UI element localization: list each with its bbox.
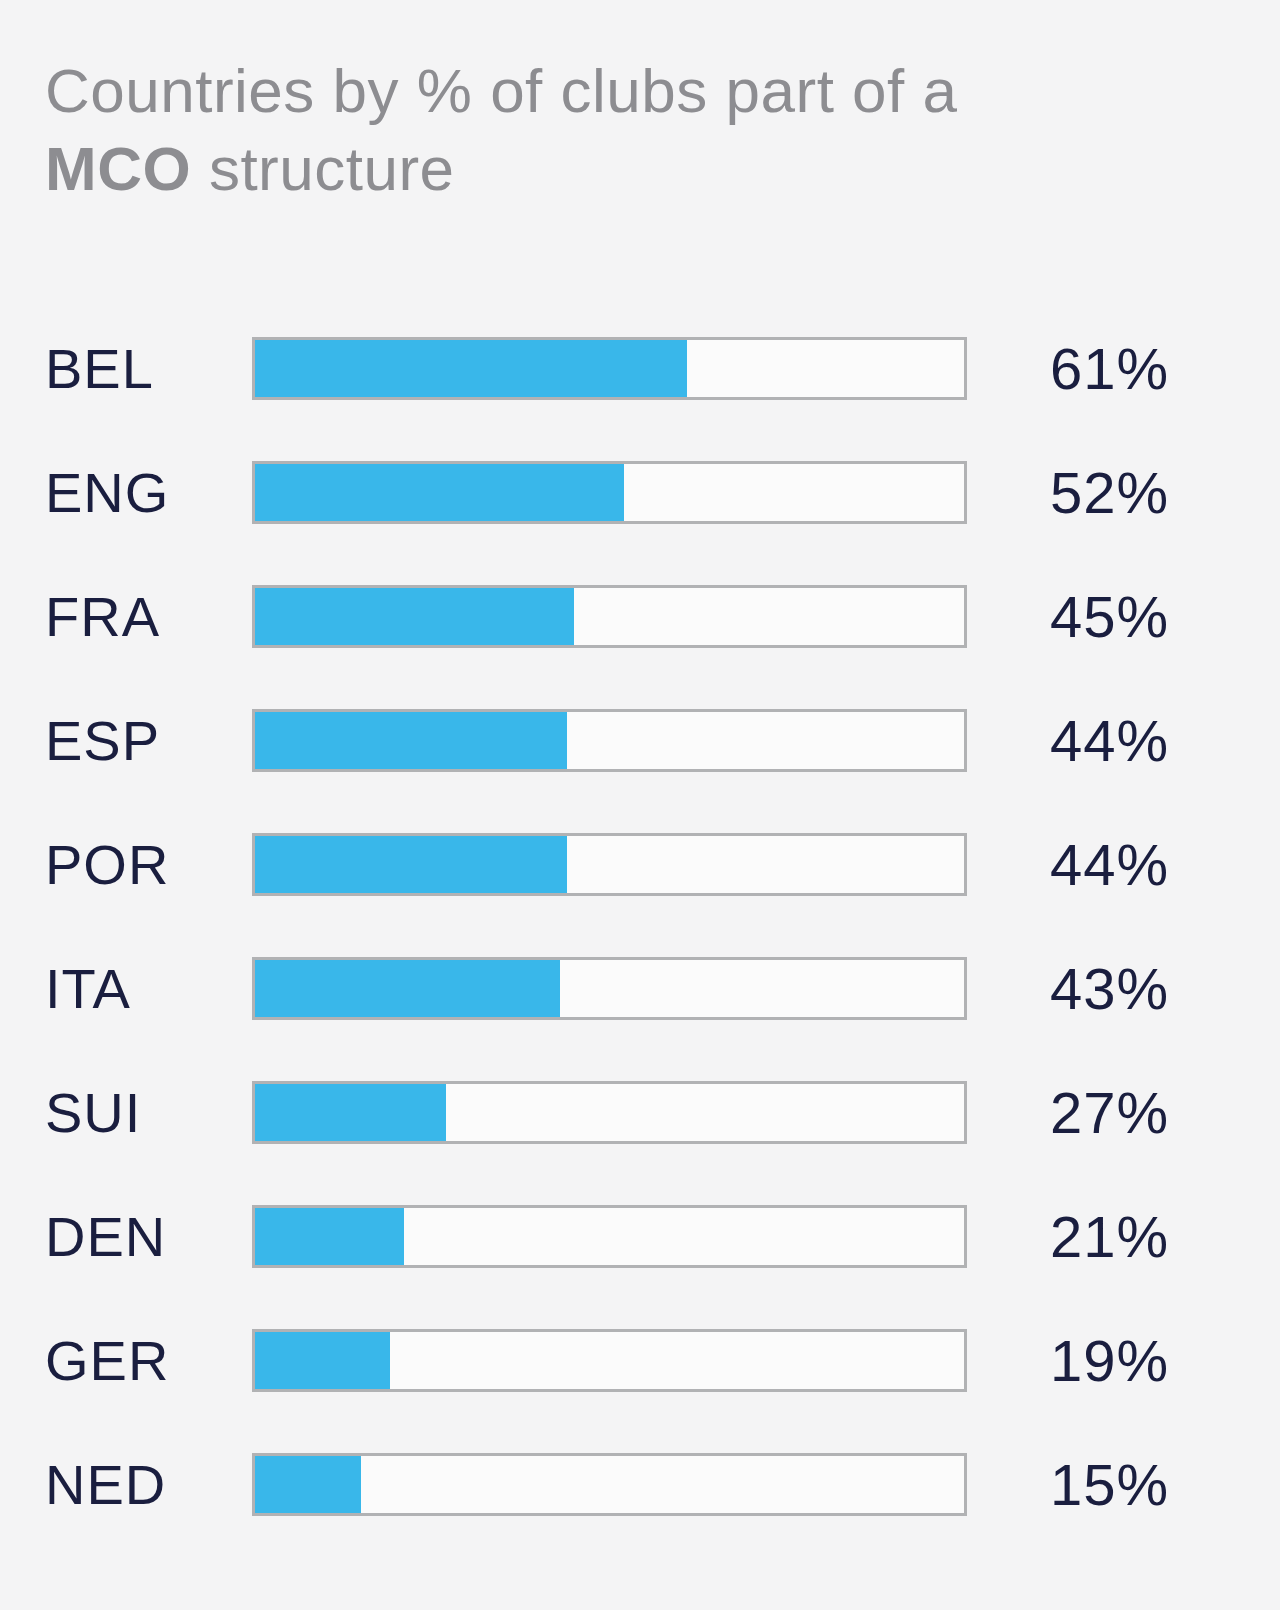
value-label: 27% — [967, 1079, 1169, 1146]
bar-fill — [255, 836, 567, 893]
bar-row: ITA 43% — [45, 957, 1235, 1020]
country-label: ITA — [45, 956, 252, 1021]
chart-title-line2-rest: structure — [191, 134, 454, 203]
value-label: 19% — [967, 1327, 1169, 1394]
bar-row: ESP 44% — [45, 709, 1235, 772]
bar-row: DEN 21% — [45, 1205, 1235, 1268]
bar-fill — [255, 960, 560, 1017]
value-label: 43% — [967, 955, 1169, 1022]
bar-track — [252, 337, 967, 400]
value-label: 45% — [967, 583, 1169, 650]
chart-title-line1: Countries by % of clubs part of a — [45, 56, 958, 125]
bar-track — [252, 709, 967, 772]
country-label: FRA — [45, 584, 252, 649]
country-label: DEN — [45, 1204, 252, 1269]
bar-fill — [255, 1456, 361, 1513]
bar-track — [252, 1453, 967, 1516]
bar-chart: BEL 61% ENG 52% FRA 45% ESP 44% POR 44% — [45, 337, 1235, 1577]
country-label: SUI — [45, 1080, 252, 1145]
bar-fill — [255, 340, 687, 397]
bar-track — [252, 1081, 967, 1144]
value-label: 61% — [967, 335, 1169, 402]
chart-title: Countries by % of clubs part of a MCO st… — [45, 52, 1045, 208]
value-label: 52% — [967, 459, 1169, 526]
country-label: NED — [45, 1452, 252, 1517]
bar-fill — [255, 1208, 404, 1265]
bar-row: SUI 27% — [45, 1081, 1235, 1144]
bar-track — [252, 1329, 967, 1392]
bar-fill — [255, 1084, 446, 1141]
country-label: ESP — [45, 708, 252, 773]
bar-row: NED 15% — [45, 1453, 1235, 1516]
bar-row: POR 44% — [45, 833, 1235, 896]
bar-track — [252, 833, 967, 896]
bar-track — [252, 1205, 967, 1268]
bar-row: ENG 52% — [45, 461, 1235, 524]
country-label: ENG — [45, 460, 252, 525]
value-label: 21% — [967, 1203, 1169, 1270]
value-label: 44% — [967, 831, 1169, 898]
country-label: GER — [45, 1328, 252, 1393]
country-label: POR — [45, 832, 252, 897]
bar-fill — [255, 712, 567, 769]
bar-track — [252, 957, 967, 1020]
bar-row: FRA 45% — [45, 585, 1235, 648]
value-label: 44% — [967, 707, 1169, 774]
bar-track — [252, 585, 967, 648]
bar-fill — [255, 464, 624, 521]
bar-track — [252, 461, 967, 524]
bar-row: GER 19% — [45, 1329, 1235, 1392]
country-label: BEL — [45, 336, 252, 401]
bar-row: BEL 61% — [45, 337, 1235, 400]
bar-fill — [255, 588, 574, 645]
bar-fill — [255, 1332, 390, 1389]
chart-title-mco: MCO — [45, 134, 191, 203]
value-label: 15% — [967, 1451, 1169, 1518]
